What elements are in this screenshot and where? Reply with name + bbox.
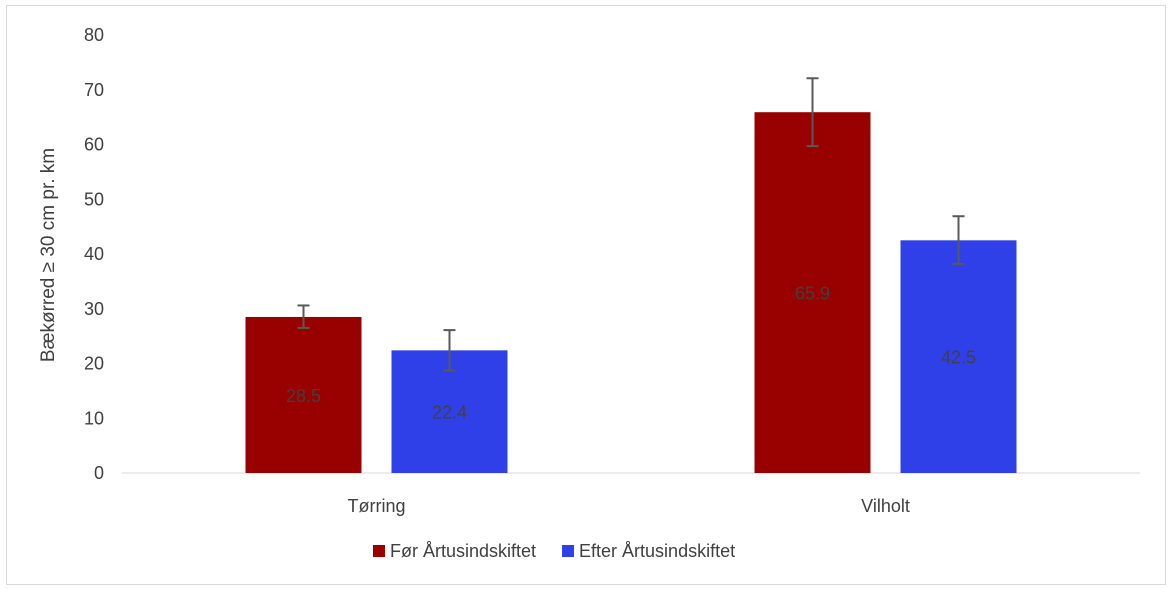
y-tick-label: 20 xyxy=(84,354,104,374)
y-tick-label: 0 xyxy=(94,463,104,483)
y-tick-label: 30 xyxy=(84,299,104,319)
y-tick-label: 70 xyxy=(84,80,104,100)
legend-swatch xyxy=(562,545,575,557)
data-label: 42.5 xyxy=(941,348,976,368)
legend-label: Før Årtusindskiftet xyxy=(390,541,536,561)
y-tick-label: 50 xyxy=(84,189,104,209)
data-label: 22.4 xyxy=(432,403,467,423)
category-label: Vilholt xyxy=(861,496,910,516)
data-label: 28.5 xyxy=(286,386,321,406)
bar xyxy=(754,112,871,473)
error-bars xyxy=(297,77,965,372)
bar xyxy=(900,240,1017,473)
y-tick-label: 80 xyxy=(84,25,104,45)
legend: Før Årtusindskiftet Efter Årtusindskiftet xyxy=(373,541,735,561)
category-label: Tørring xyxy=(348,496,406,516)
data-labels: 28.5 22.4 65.9 42.5 xyxy=(286,284,976,423)
y-tick-label: 40 xyxy=(84,244,104,264)
bar xyxy=(245,316,362,473)
y-axis-title: Bækørred ≥ 30 cm pr. km xyxy=(38,148,59,362)
category-labels: Tørring Vilholt xyxy=(348,496,910,516)
data-label: 65.9 xyxy=(795,284,830,304)
y-tick-label: 60 xyxy=(84,135,104,155)
legend-label: Efter Årtusindskiftet xyxy=(579,541,735,561)
legend-swatch xyxy=(373,545,385,557)
y-axis-ticks: 0 10 20 30 40 50 60 70 80 xyxy=(84,25,104,483)
y-tick-label: 10 xyxy=(84,408,104,428)
bars xyxy=(245,112,1017,473)
